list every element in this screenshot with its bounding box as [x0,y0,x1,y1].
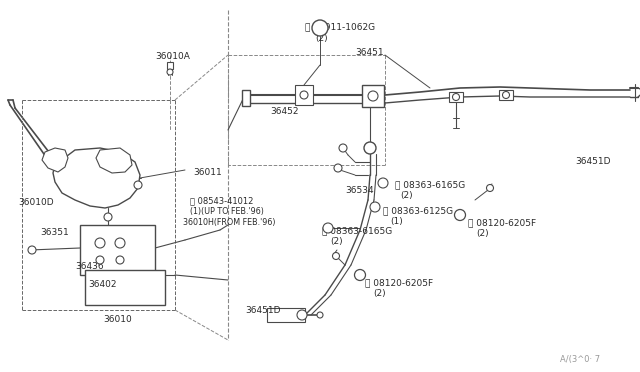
Bar [267,308,305,322]
Text: (1): (1) [390,217,403,226]
Text: (2): (2) [400,191,413,200]
Circle shape [115,238,125,248]
Circle shape [116,256,124,264]
Text: 36351: 36351 [40,228,68,237]
Polygon shape [53,148,140,208]
Bar [242,90,250,106]
Text: 36402: 36402 [88,280,116,289]
Circle shape [333,253,339,260]
Circle shape [355,269,365,280]
Circle shape [312,20,328,36]
Text: 36010: 36010 [103,315,132,324]
Text: S: S [381,180,385,186]
Text: 36451: 36451 [355,48,383,57]
Text: 36010D: 36010D [18,198,54,207]
Circle shape [368,91,378,101]
Bar [85,270,165,305]
Text: B: B [458,212,462,218]
Circle shape [95,238,105,248]
Text: 36010H(FROM FEB.'96): 36010H(FROM FEB.'96) [183,218,275,227]
Text: (2): (2) [315,34,328,43]
Text: Ⓜ 08911-1062G: Ⓜ 08911-1062G [305,22,375,31]
Text: 36451D: 36451D [575,157,611,166]
Text: 36451D: 36451D [245,306,280,315]
Circle shape [486,185,493,192]
Bar [80,225,155,275]
Circle shape [364,142,376,154]
Text: S: S [326,225,330,231]
Bar [167,62,173,69]
Circle shape [370,202,380,212]
Circle shape [297,310,307,320]
Bar [295,85,313,105]
Circle shape [378,178,388,188]
Text: S: S [373,205,377,209]
Text: 36452: 36452 [270,107,298,116]
Polygon shape [42,148,68,172]
Text: Ⓢ 08543-41012: Ⓢ 08543-41012 [190,196,253,205]
Text: 36010A: 36010A [155,52,190,61]
Circle shape [104,213,112,221]
Text: (2): (2) [330,237,342,246]
Text: N: N [317,23,323,32]
Circle shape [334,164,342,172]
Circle shape [454,209,465,221]
Circle shape [502,92,509,99]
Text: Ⓑ 08120-6205F: Ⓑ 08120-6205F [468,218,536,227]
Text: 36534: 36534 [345,186,374,195]
Circle shape [167,69,173,75]
Circle shape [339,144,347,152]
Text: B: B [358,273,362,278]
Text: Ⓑ 08120-6205F: Ⓑ 08120-6205F [365,278,433,287]
Text: Ⓢ 08363-6125G: Ⓢ 08363-6125G [383,206,453,215]
Text: (1)(UP TO FEB.'96): (1)(UP TO FEB.'96) [190,207,264,216]
Polygon shape [96,148,132,173]
Circle shape [96,256,104,264]
Circle shape [323,223,333,233]
Text: Ⓢ 08363-6165G: Ⓢ 08363-6165G [322,226,392,235]
Bar [362,85,384,107]
Text: A/(3^0· 7: A/(3^0· 7 [560,355,600,364]
Circle shape [134,181,142,189]
Text: (2): (2) [373,289,386,298]
Circle shape [28,246,36,254]
Bar [499,90,513,100]
Bar [449,92,463,102]
Text: (2): (2) [476,229,488,238]
Circle shape [317,312,323,318]
Text: 36011: 36011 [193,168,221,177]
Circle shape [452,93,460,100]
Text: Ⓢ 08363-6165G: Ⓢ 08363-6165G [395,180,465,189]
Circle shape [300,91,308,99]
Text: 36436: 36436 [75,262,104,271]
